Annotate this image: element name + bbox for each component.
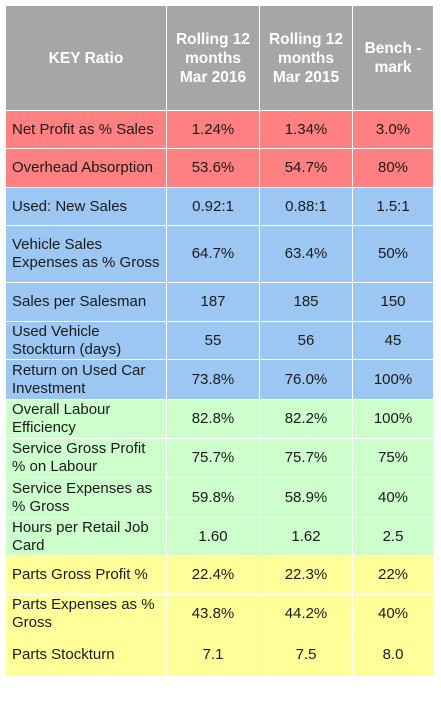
benchmark-cell: 50% xyxy=(352,225,434,283)
benchmark-cell: 80% xyxy=(352,148,434,188)
value-2015-cell: 1.34% xyxy=(259,110,353,149)
table-row: Used Vehicle Stockturn (days) 55 56 45 xyxy=(5,321,434,360)
value-2016-cell: 0.92:1 xyxy=(166,187,260,226)
header-benchmark: Bench -mark xyxy=(352,5,434,111)
ratio-label-cell: Sales per Salesman xyxy=(5,282,167,322)
ratio-label-cell: Parts Stockturn xyxy=(5,633,167,677)
table-row: Overhead Absorption 53.6% 54.7% 80% xyxy=(5,148,434,188)
value-2015-cell: 75.7% xyxy=(259,438,353,478)
value-2015-cell: 1.62 xyxy=(259,517,353,556)
ratio-label-cell: Net Profit as % Sales xyxy=(5,110,167,149)
ratio-label-cell: Used Vehicle Stockturn (days) xyxy=(5,321,167,360)
value-2015-cell: 44.2% xyxy=(259,594,353,634)
table-row: Used: New Sales 0.92:1 0.88:1 1.5:1 xyxy=(5,187,434,226)
ratio-label-cell: Parts Gross Profit % xyxy=(5,555,167,595)
table-row: Overall Labour Efficiency 82.8% 82.2% 100% xyxy=(5,399,434,439)
value-2015-cell: 54.7% xyxy=(259,148,353,188)
value-2015-cell: 185 xyxy=(259,282,353,322)
benchmark-cell: 150 xyxy=(352,282,434,322)
benchmark-cell: 100% xyxy=(352,399,434,439)
ratio-label-cell: Used: New Sales xyxy=(5,187,167,226)
value-2016-cell: 64.7% xyxy=(166,225,260,283)
ratio-label-cell: Hours per Retail Job Card xyxy=(5,517,167,556)
value-2015-cell: 58.9% xyxy=(259,477,353,518)
ratio-label-cell: Overall Labour Efficiency xyxy=(5,399,167,439)
value-2016-cell: 1.24% xyxy=(166,110,260,149)
value-2015-cell: 56 xyxy=(259,321,353,360)
ratio-label-cell: Overhead Absorption xyxy=(5,148,167,188)
table-row: Service Expenses as % Gross 59.8% 58.9% 40% xyxy=(5,477,434,518)
benchmark-cell: 40% xyxy=(352,594,434,634)
benchmark-cell: 8.0 xyxy=(352,633,434,677)
table-header: KEY Ratio Rolling 12 months Mar 2016 Rol… xyxy=(5,5,434,111)
header-rolling-2015: Rolling 12 months Mar 2015 xyxy=(259,5,353,111)
table-row: Return on Used Car Investment 73.8% 76.0% 1… xyxy=(5,359,434,400)
table-row: Hours per Retail Job Card 1.60 1.62 2.5 xyxy=(5,517,434,556)
table-body: Net Profit as % Sales 1.24% 1.34% 3.0% Overh… xyxy=(5,110,434,677)
table-row: Sales per Salesman 187 185 150 xyxy=(5,282,434,322)
header-key-ratio: KEY Ratio xyxy=(5,5,167,111)
value-2016-cell: 55 xyxy=(166,321,260,360)
benchmark-cell: 22% xyxy=(352,555,434,595)
value-2016-cell: 7.1 xyxy=(166,633,260,677)
table-row: Vehicle Sales Expenses as % Gross 64.7% 63… xyxy=(5,225,434,283)
benchmark-cell: 45 xyxy=(352,321,434,360)
table-row: Parts Expenses as % Gross 43.8% 44.2% 40% xyxy=(5,594,434,634)
table-row: Net Profit as % Sales 1.24% 1.34% 3.0% xyxy=(5,110,434,149)
benchmark-cell: 3.0% xyxy=(352,110,434,149)
ratio-label-cell: Service Expenses as % Gross xyxy=(5,477,167,518)
table-row: Service Gross Profit % on Labour 75.7% 75.… xyxy=(5,438,434,478)
value-2015-cell: 22.3% xyxy=(259,555,353,595)
table-row: Parts Gross Profit % 22.4% 22.3% 22% xyxy=(5,555,434,595)
value-2016-cell: 1.60 xyxy=(166,517,260,556)
value-2015-cell: 63.4% xyxy=(259,225,353,283)
value-2016-cell: 22.4% xyxy=(166,555,260,595)
ratio-label-cell: Return on Used Car Investment xyxy=(5,359,167,400)
benchmark-cell: 100% xyxy=(352,359,434,400)
value-2016-cell: 73.8% xyxy=(166,359,260,400)
header-row: KEY Ratio Rolling 12 months Mar 2016 Rol… xyxy=(5,5,434,111)
benchmark-cell: 75% xyxy=(352,438,434,478)
table-row: Parts Stockturn 7.1 7.5 8.0 xyxy=(5,633,434,677)
value-2015-cell: 7.5 xyxy=(259,633,353,677)
ratio-label-cell: Service Gross Profit % on Labour xyxy=(5,438,167,478)
value-2015-cell: 0.88:1 xyxy=(259,187,353,226)
header-rolling-2016: Rolling 12 months Mar 2016 xyxy=(166,5,260,111)
value-2015-cell: 76.0% xyxy=(259,359,353,400)
ratio-label-cell: Vehicle Sales Expenses as % Gross xyxy=(5,225,167,283)
value-2016-cell: 43.8% xyxy=(166,594,260,634)
benchmark-cell: 40% xyxy=(352,477,434,518)
value-2016-cell: 75.7% xyxy=(166,438,260,478)
value-2015-cell: 82.2% xyxy=(259,399,353,439)
value-2016-cell: 82.8% xyxy=(166,399,260,439)
benchmark-cell: 1.5:1 xyxy=(352,187,434,226)
value-2016-cell: 187 xyxy=(166,282,260,322)
value-2016-cell: 53.6% xyxy=(166,148,260,188)
key-ratio-table: KEY Ratio Rolling 12 months Mar 2016 Rol… xyxy=(5,5,434,677)
benchmark-cell: 2.5 xyxy=(352,517,434,556)
value-2016-cell: 59.8% xyxy=(166,477,260,518)
ratio-label-cell: Parts Expenses as % Gross xyxy=(5,594,167,634)
